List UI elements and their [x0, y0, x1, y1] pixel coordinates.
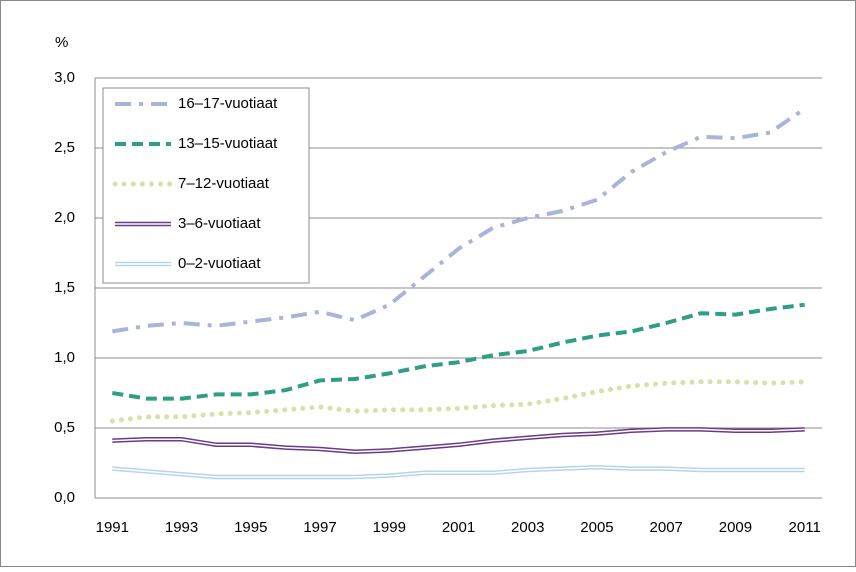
x-tick-label: 2005: [580, 519, 613, 536]
series-line: [111, 107, 806, 334]
x-tick-label: 2009: [719, 519, 752, 536]
y-tick-label: 1,5: [54, 279, 75, 296]
x-tick-label: 2001: [442, 519, 475, 536]
series-line: [111, 302, 805, 401]
y-unit: %: [55, 34, 68, 51]
y-tick-label: 2,5: [54, 139, 75, 156]
series-line: [109, 379, 808, 424]
x-tick-label: 2007: [650, 519, 683, 536]
x-tick-label: 1999: [373, 519, 406, 536]
legend-label: 16–17-vuotiaat: [178, 95, 278, 112]
y-tick-label: 0,0: [54, 489, 75, 506]
y-tick-label: 3,0: [54, 69, 75, 86]
legend-label: 13–15-vuotiaat: [178, 135, 278, 152]
x-tick-label: 1993: [165, 519, 198, 536]
legend: 16–17-vuotiaat 13–15-vuotiaat 7–12-vuotiaa…: [102, 87, 310, 284]
legend-label: 0–2-vuotiaat: [178, 255, 261, 272]
x-tick-label: 1997: [303, 519, 336, 536]
legend-box: [102, 87, 310, 284]
legend-label: 3–6-vuotiaat: [178, 215, 261, 232]
x-tick-label: 2003: [511, 519, 544, 536]
y-tick-label: 2,0: [54, 209, 75, 226]
x-tick-label: 1991: [96, 519, 129, 536]
series-line-core: [112, 466, 805, 478]
legend-label: 7–12-vuotiaat: [178, 175, 270, 192]
x-tick-label: 2011: [789, 519, 821, 536]
y-tick-label: 1,0: [54, 349, 75, 366]
x-tick-label: 1995: [234, 519, 267, 536]
series-line-core: [112, 428, 805, 453]
y-tick-label: 0,5: [54, 419, 75, 436]
